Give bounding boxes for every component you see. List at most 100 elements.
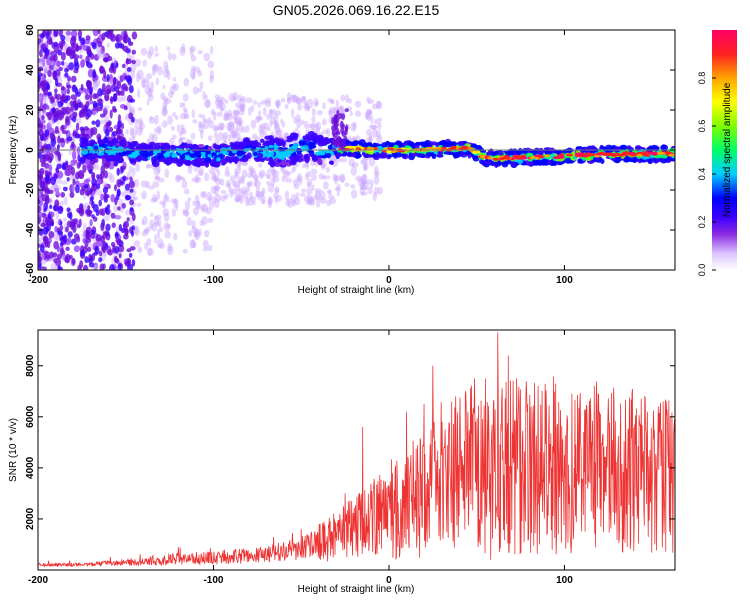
noise-speckle (321, 118, 327, 126)
noise-speckle (152, 181, 160, 189)
noise-speckle (45, 254, 51, 259)
noise-speckle (295, 176, 303, 186)
noise-speckle (198, 124, 205, 134)
noise-speckle (146, 163, 152, 169)
noise-speckle (82, 264, 88, 270)
noise-speckle (234, 114, 238, 125)
noise-speckle (333, 174, 339, 185)
noise-speckle (117, 90, 122, 96)
noise-speckle (38, 129, 45, 137)
noise-speckle (171, 53, 177, 61)
noise-speckle (91, 172, 96, 180)
noise-speckle (202, 114, 206, 123)
noise-speckle (191, 108, 196, 119)
noise-speckle (150, 81, 155, 91)
noise-speckle (257, 116, 261, 122)
noise-speckle (145, 163, 151, 169)
noise-speckle (222, 135, 227, 145)
noise-speckle (209, 45, 214, 55)
noise-speckle (52, 205, 59, 212)
noise-speckle (130, 230, 135, 237)
noise-speckle (156, 228, 161, 239)
ridge-blob (655, 158, 662, 163)
noise-speckle (190, 54, 197, 62)
noise-speckle (166, 70, 171, 81)
noise-speckle (135, 163, 141, 172)
noise-speckle (348, 158, 355, 168)
noise-speckle (79, 249, 85, 257)
noise-speckle (287, 198, 294, 209)
noise-speckle (105, 121, 111, 129)
ridge-blob (139, 149, 147, 156)
noise-speckle (252, 100, 258, 105)
noise-speckle (156, 165, 161, 174)
noise-speckle (118, 136, 124, 141)
noise-speckle (225, 112, 233, 121)
noise-speckle (117, 244, 125, 253)
noise-speckle (154, 221, 160, 227)
noise-speckle (164, 192, 168, 201)
noise-speckle (294, 197, 301, 206)
noise-speckle (209, 69, 214, 80)
noise-speckle (303, 102, 309, 109)
ridge-blob (176, 160, 183, 167)
noise-speckle (173, 83, 179, 92)
ridge-blob (327, 149, 333, 154)
noise-speckle (198, 113, 203, 118)
noise-speckle (213, 198, 220, 209)
noise-speckle (196, 201, 201, 208)
noise-speckle (315, 126, 321, 136)
spectrogram-y-tick-label: 0 (25, 147, 36, 153)
noise-speckle (275, 194, 282, 203)
noise-speckle (151, 66, 156, 77)
noise-speckle (205, 191, 213, 201)
noise-speckle (202, 120, 210, 130)
noise-speckle (261, 187, 266, 196)
ridge-blob (79, 141, 87, 148)
noise-speckle (259, 129, 265, 139)
colorbar-ticks: 0.0 0.2 0.4 0.6 0.8 (697, 72, 716, 276)
noise-speckle (198, 228, 202, 237)
noise-speckle (88, 261, 95, 268)
noise-speckle (233, 180, 241, 188)
ridge-blob (160, 147, 166, 154)
noise-speckle (360, 159, 366, 165)
noise-speckle (207, 217, 214, 223)
noise-speckle (201, 216, 208, 226)
noise-speckle (129, 188, 134, 193)
noise-speckle (154, 214, 162, 220)
noise-speckle (71, 84, 78, 93)
noise-speckle (53, 31, 59, 38)
ridge-blob (125, 150, 132, 155)
figure-title: GN05.2026.069.16.22.E15 (273, 2, 440, 18)
ridge-blob (151, 156, 156, 163)
noise-speckle (274, 124, 280, 134)
noise-speckle (373, 175, 380, 185)
noise-speckle (49, 55, 55, 61)
noise-speckle (235, 125, 240, 133)
ridge-spike (336, 109, 340, 116)
ridge-blob (319, 154, 328, 159)
noise-speckle (234, 193, 240, 204)
noise-speckle (184, 209, 189, 218)
noise-speckle (56, 220, 60, 226)
noise-speckle (87, 68, 94, 78)
noise-speckle (54, 199, 60, 207)
noise-speckle (131, 167, 136, 178)
noise-speckle (292, 95, 300, 103)
noise-speckle (86, 46, 92, 55)
noise-speckle (85, 231, 92, 240)
noise-speckle (88, 219, 93, 227)
noise-speckle (162, 105, 167, 113)
noise-speckle (52, 71, 58, 81)
ridge-blob (268, 151, 275, 158)
noise-speckle (162, 101, 167, 111)
noise-speckle (132, 196, 139, 201)
noise-speckle (311, 184, 315, 191)
noise-speckle (311, 116, 316, 124)
noise-speckle (43, 111, 47, 117)
noise-speckle (152, 63, 159, 73)
noise-speckle (191, 225, 196, 234)
noise-speckle (97, 41, 103, 48)
ridge-blob (117, 157, 125, 164)
